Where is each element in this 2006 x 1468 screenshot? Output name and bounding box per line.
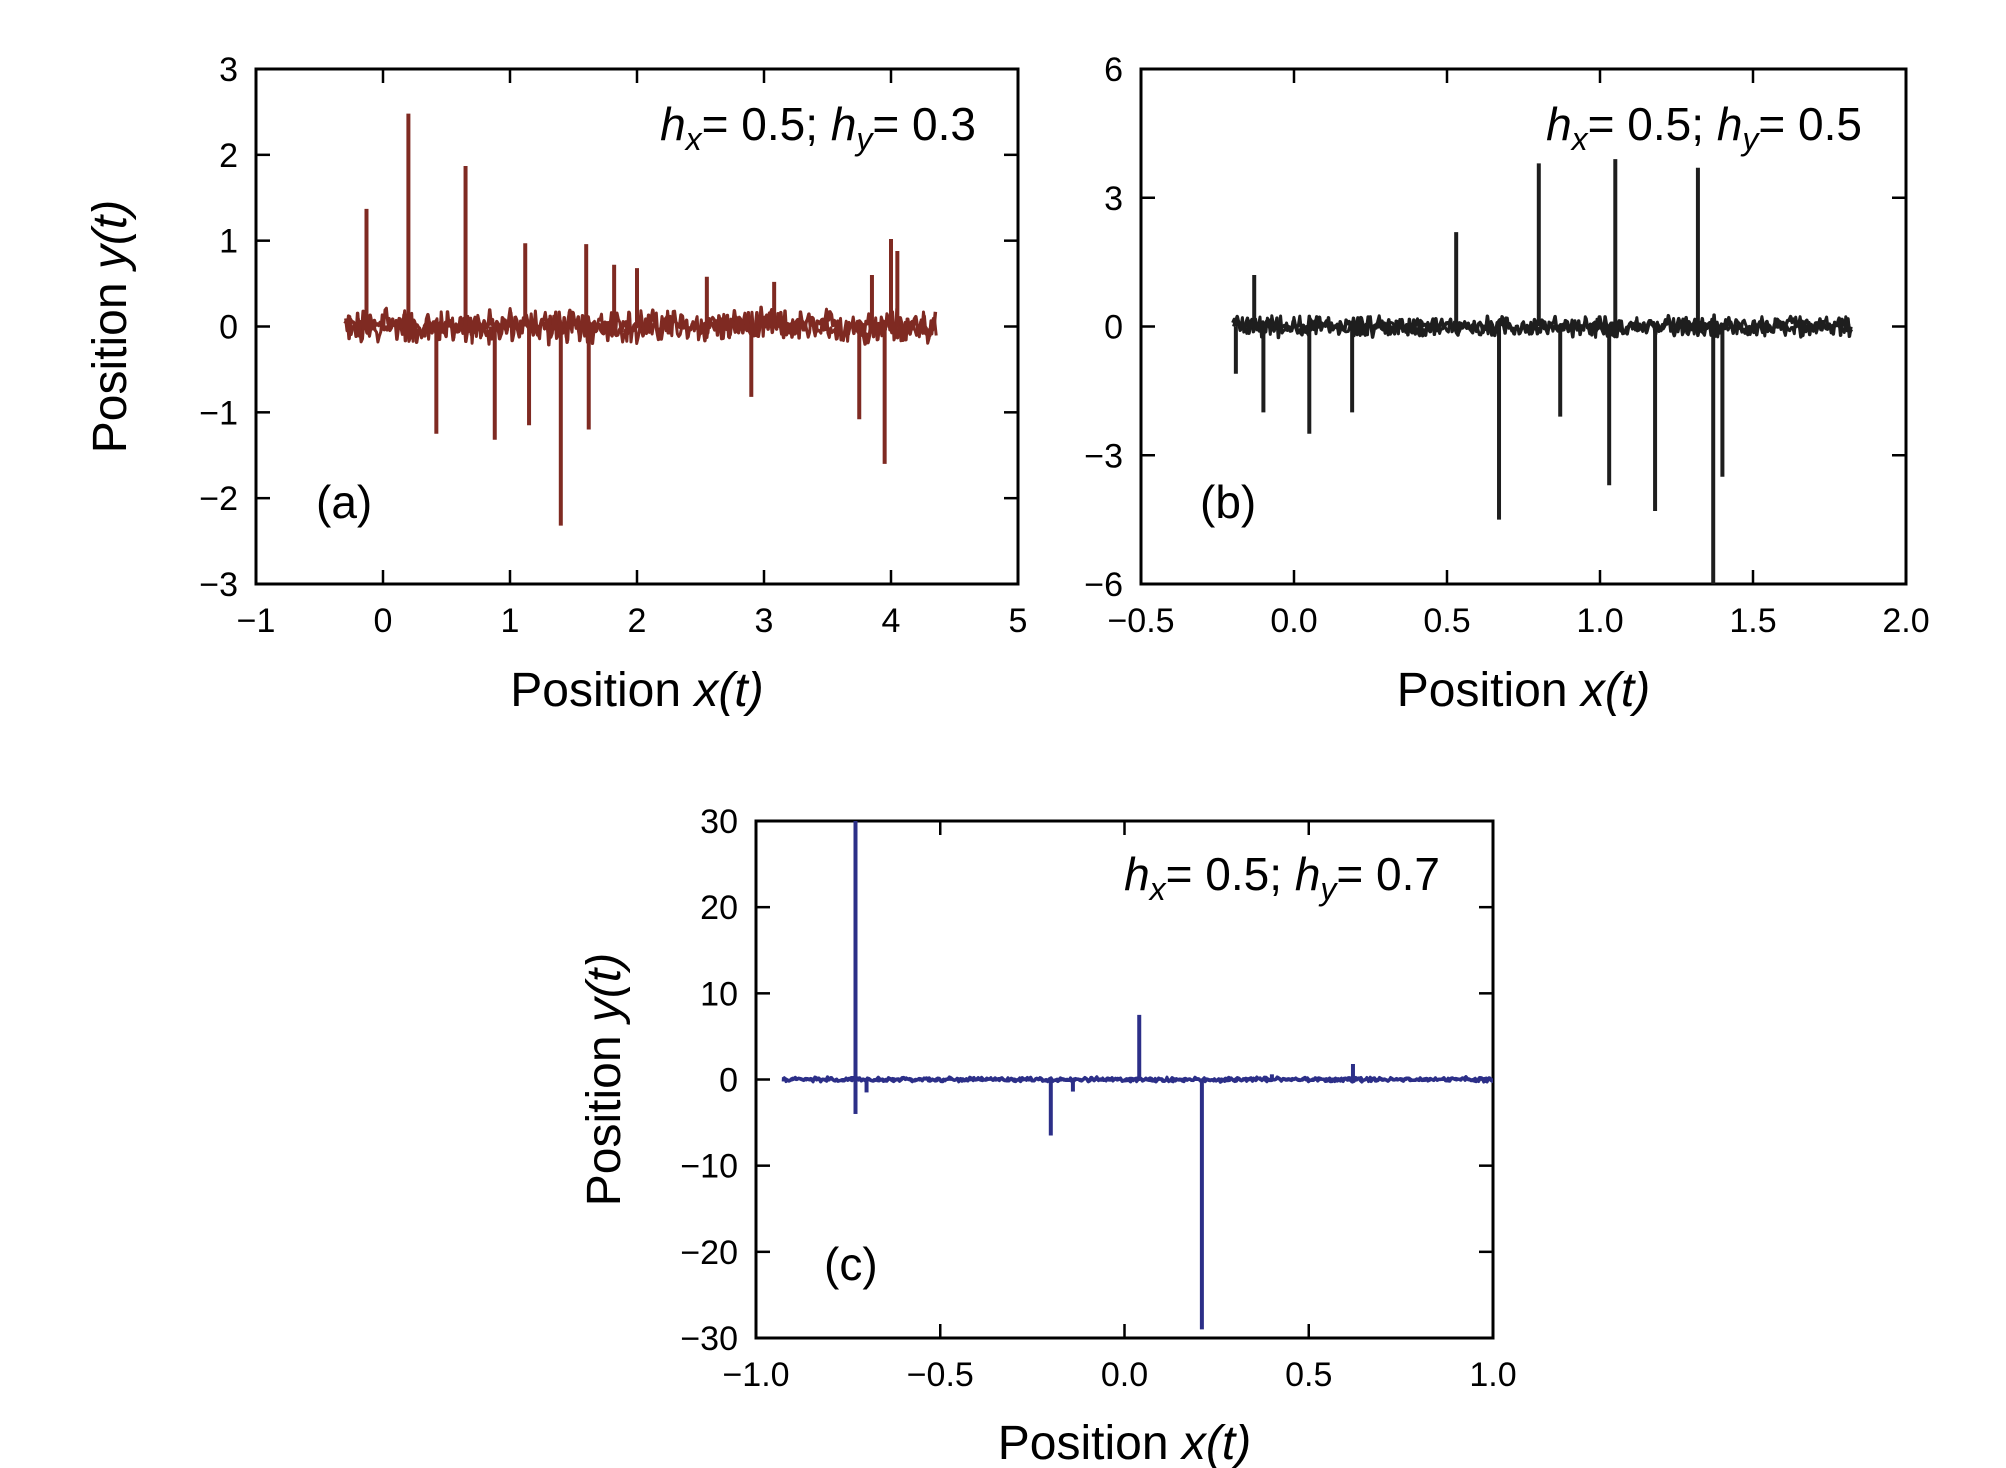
x-axis-title: Position x(t) xyxy=(998,1417,1251,1468)
x-tick-label: 0 xyxy=(374,602,393,640)
x-tick-label: 1.0 xyxy=(1469,1356,1516,1394)
x-axis-title: Position x(t) xyxy=(510,664,763,717)
y-tick-label: 0 xyxy=(219,309,238,347)
x-tick-label: 1.0 xyxy=(1576,602,1623,640)
y-tick-label: 2 xyxy=(219,137,238,175)
hurst-annotation: hx= 0.5; hy= 0.7 xyxy=(1124,848,1440,907)
y-tick-label: −6 xyxy=(1084,566,1123,604)
y-tick-label: −20 xyxy=(680,1234,738,1272)
panel-label: (a) xyxy=(316,476,372,528)
series-group xyxy=(343,113,938,526)
trajectory-line xyxy=(344,306,938,346)
y-tick-label: 1 xyxy=(219,223,238,261)
x-tick-label: 0.5 xyxy=(1423,602,1470,640)
x-tick-label: 3 xyxy=(755,602,774,640)
y-tick-label: 10 xyxy=(700,975,738,1013)
x-tick-label: −0.5 xyxy=(907,1356,974,1394)
y-tick-label: −2 xyxy=(199,480,238,518)
y-tick-label: −1 xyxy=(199,394,238,432)
y-tick-label: −3 xyxy=(199,566,238,604)
trajectory-line xyxy=(781,1075,1493,1084)
hurst-annotation: hx= 0.5; hy= 0.5 xyxy=(1546,98,1862,157)
x-tick-label: 2 xyxy=(628,602,647,640)
x-tick-label: 1.5 xyxy=(1729,602,1776,640)
x-tick-label: −0.5 xyxy=(1107,602,1174,640)
x-tick-label: 1 xyxy=(501,602,520,640)
y-tick-label: 3 xyxy=(219,51,238,89)
y-axis-title: Position y(t) xyxy=(578,953,631,1206)
x-tick-label: 0.5 xyxy=(1285,1356,1332,1394)
y-tick-label: −3 xyxy=(1084,437,1123,475)
x-tick-label: 0.0 xyxy=(1270,602,1317,640)
x-tick-label: 2.0 xyxy=(1882,602,1929,640)
x-tick-label: 5 xyxy=(1009,602,1028,640)
y-tick-label: 30 xyxy=(700,803,738,841)
x-tick-label: −1.0 xyxy=(722,1356,789,1394)
x-tick-label: −1 xyxy=(237,602,276,640)
x-axis-title: Position x(t) xyxy=(1397,664,1650,717)
y-tick-label: 0 xyxy=(1104,309,1123,347)
y-tick-label: 3 xyxy=(1104,180,1123,218)
hurst-annotation: hx= 0.5; hy= 0.3 xyxy=(660,98,976,157)
series-group xyxy=(781,821,1493,1330)
chart-panel-1: −0.5 0.0 0.5 1.0 1.5 2.0 −6 −3 0 3 6 Position x(t) (… xyxy=(1084,51,1929,717)
chart-panel-2: −1.0 −0.5 0.0 0.5 1.0 −30 −20 −10 0 10 20 30 Positio… xyxy=(578,803,1517,1468)
series-group xyxy=(1231,159,1854,584)
y-tick-label: −10 xyxy=(680,1148,738,1186)
chart-panel-0: −1 0 1 2 3 4 5 −3 −2 −1 0 1 2 3 Position x(t) Position … xyxy=(84,51,1027,717)
x-tick-label: 0.0 xyxy=(1101,1356,1148,1394)
panel-label: (b) xyxy=(1200,476,1256,528)
y-tick-label: 6 xyxy=(1104,51,1123,89)
y-tick-label: 0 xyxy=(719,1062,738,1100)
y-tick-label: 20 xyxy=(700,889,738,927)
y-axis-title: Position y(t) xyxy=(84,200,137,453)
x-tick-label: 4 xyxy=(882,602,901,640)
trajectory-line xyxy=(1232,314,1854,339)
panel-label: (c) xyxy=(824,1238,878,1290)
y-tick-label: −30 xyxy=(680,1320,738,1358)
